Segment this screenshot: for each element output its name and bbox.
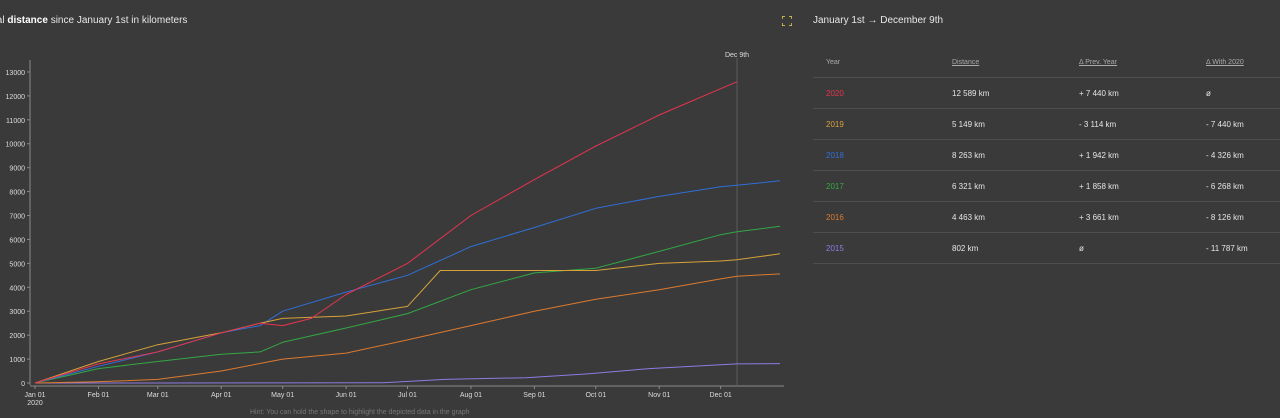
series-line-2016 [34, 273, 781, 384]
series-line-2020 [34, 81, 738, 384]
x-tick-label: Dec 01 [710, 392, 732, 399]
y-tick-label: 10000 [6, 142, 26, 149]
y-tick-label: 1000 [9, 357, 25, 364]
prev-year-cell: + 3 661 km [1078, 201, 1205, 233]
y-tick-label: 13000 [6, 70, 26, 77]
y-tick-label: 7000 [9, 214, 25, 221]
y-tick-label: 5000 [9, 261, 25, 268]
x-tick-label: Feb 01 [88, 392, 110, 399]
table-row[interactable]: 2018 8 263 km + 1 942 km - 4 326 km [813, 139, 1280, 171]
distance-cell: 8 263 km [951, 139, 1078, 171]
stats-table: Year Distance Δ Prev. Year Δ With 2020 2… [813, 48, 1280, 264]
with-2020-cell: - 6 268 km [1205, 170, 1280, 202]
x-tick-label: May 01 [271, 392, 294, 399]
distance-cell: 6 321 km [951, 170, 1078, 202]
x-tick-label: Jul 01 [398, 392, 417, 399]
prev-year-cell: + 1 858 km [1078, 170, 1205, 202]
series-line-2018 [34, 180, 781, 384]
y-tick-label: 11000 [6, 118, 25, 125]
x-tick-label: Jun 01 [336, 392, 357, 399]
with-2020-cell: ø [1205, 77, 1280, 109]
y-tick-label: 6000 [9, 237, 25, 244]
prev-year-cell: + 1 942 km [1078, 139, 1205, 171]
prev-year-cell: - 3 114 km [1078, 108, 1205, 140]
prev-year-cell: ø [1078, 232, 1205, 264]
col-header-year: Year [813, 48, 951, 78]
year-cell: 2015 [813, 232, 951, 264]
x-tick-sublabel: 2020 [27, 400, 43, 407]
y-tick-label: 8000 [9, 190, 25, 197]
distance-line-chart: 0 1000 2000 3000 4000 5000 6000 7000 8000 9000 100… [6, 52, 784, 407]
date-range-label: January 1st → December 9th [813, 15, 944, 26]
year-cell: 2020 [813, 77, 951, 109]
distance-cell: 12 589 km [951, 77, 1078, 109]
distance-cell: 802 km [951, 232, 1078, 264]
today-marker-label: Dec 9th [725, 52, 749, 59]
table-header-row: Year Distance Δ Prev. Year Δ With 2020 [813, 48, 1280, 78]
x-tick-label: Jan 01 [24, 392, 45, 399]
table-row[interactable]: 2020 12 589 km + 7 440 km ø [813, 77, 1280, 109]
col-header-distance[interactable]: Distance [951, 48, 1078, 78]
table-row[interactable]: 2015 802 km ø - 11 787 km [813, 232, 1280, 264]
year-cell: 2017 [813, 170, 951, 202]
y-tick-label: 9000 [9, 166, 25, 173]
x-tick-label: Nov 01 [648, 392, 670, 399]
chart-title: tal distance since January 1st in kilome… [0, 15, 188, 26]
y-tick-label: 12000 [6, 94, 26, 101]
col-header-with-2020[interactable]: Δ With 2020 [1205, 48, 1280, 78]
prev-year-cell: + 7 440 km [1078, 77, 1205, 109]
x-tick-label: Mar 01 [147, 392, 169, 399]
year-cell: 2019 [813, 108, 951, 140]
x-tick-label: Sep 01 [523, 392, 545, 399]
y-tick-label: 0 [21, 381, 25, 388]
col-header-prev-year[interactable]: Δ Prev. Year [1078, 48, 1205, 78]
table-row[interactable]: 2017 6 321 km + 1 858 km - 6 268 km [813, 170, 1280, 202]
y-tick-label: 3000 [9, 309, 25, 316]
y-tick-label: 4000 [9, 285, 25, 292]
with-2020-cell: - 7 440 km [1205, 108, 1280, 140]
series-line-2015 [35, 363, 781, 384]
distance-cell: 4 463 km [951, 201, 1078, 233]
series-line-2017 [34, 225, 781, 384]
series-line-2019 [34, 253, 781, 384]
with-2020-cell: - 11 787 km [1205, 232, 1280, 264]
with-2020-cell: - 8 126 km [1205, 201, 1280, 233]
y-tick-label: 2000 [9, 333, 25, 340]
chart-hint: Hint: You can hold the shape to highligh… [250, 409, 470, 416]
table-row[interactable]: 2016 4 463 km + 3 661 km - 8 126 km [813, 201, 1280, 233]
distance-cell: 5 149 km [951, 108, 1078, 140]
year-cell: 2016 [813, 201, 951, 233]
year-cell: 2018 [813, 139, 951, 171]
with-2020-cell: - 4 326 km [1205, 139, 1280, 171]
x-tick-label: Oct 01 [585, 392, 606, 399]
table-row[interactable]: 2019 5 149 km - 3 114 km - 7 440 km [813, 108, 1280, 140]
x-tick-label: Aug 01 [460, 392, 482, 399]
x-tick-label: Apr 01 [211, 392, 232, 399]
